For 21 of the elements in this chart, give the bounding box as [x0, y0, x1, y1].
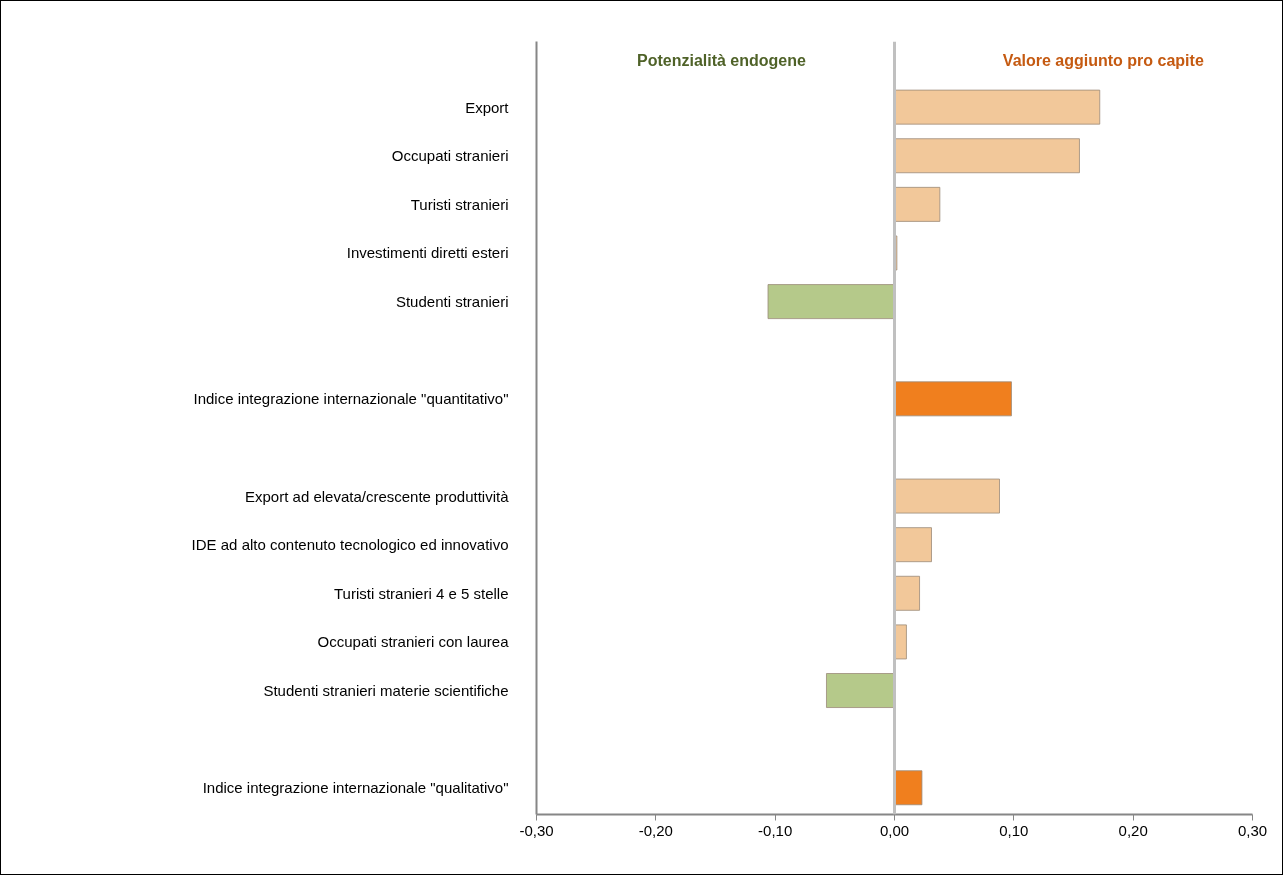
x-tick-label: 0,30 — [1237, 821, 1268, 839]
x-tick-label: 0,10 — [999, 821, 1029, 839]
x-tick-label: 0,00 — [879, 821, 910, 839]
y-tick-label: Investimenti diretti esteri — [346, 244, 509, 262]
y-tick-label: Studenti stranieri — [395, 293, 509, 311]
x-tick-label: -0,10 — [758, 821, 793, 839]
x-tick-label: -0,30 — [519, 821, 554, 839]
annotation: Valore aggiunto pro capite — [1002, 52, 1204, 70]
y-tick-label: Occupati stranieri — [391, 147, 509, 165]
y-tick-label: Indice integrazione internazionale "quantitativo" — [193, 390, 509, 408]
y-tick-label: Export ad elevata/crescente produttività — [245, 487, 510, 505]
y-tick-label: Export — [465, 98, 510, 116]
x-tick-label: 0,20 — [1118, 821, 1148, 839]
y-tick-label: Studenti stranieri materie scientifiche — [263, 682, 509, 700]
x-tick-label: -0,20 — [638, 821, 673, 839]
y-tick-label: IDE ad alto contenuto tecnologico ed innovativo — [191, 536, 509, 554]
y-tick-label: Turisti stranieri 4 e 5 stelle — [333, 584, 509, 602]
y-tick-label: Occupati stranieri con laurea — [317, 633, 510, 651]
annotation: Potenzialità endogene — [637, 52, 807, 70]
y-tick-label: Turisti stranieri — [410, 195, 509, 213]
y-tick-label: Indice integrazione internazionale "qualitativo" — [202, 779, 509, 797]
